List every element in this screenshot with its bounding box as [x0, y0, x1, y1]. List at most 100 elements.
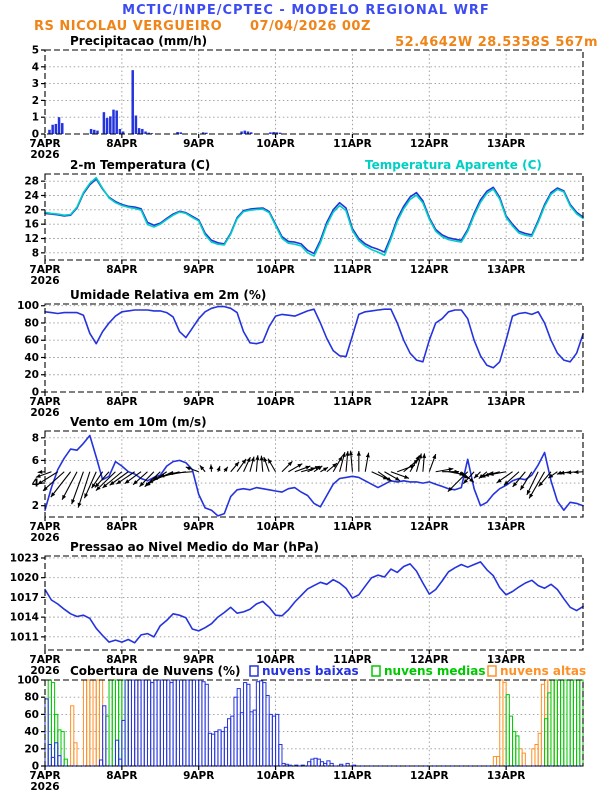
x-tick-label: 10APR: [256, 396, 295, 408]
x-year-label: 2026: [30, 407, 59, 419]
x-tick-label: 9APR: [183, 396, 214, 408]
precip-bar: [179, 132, 183, 134]
x-tick-label: 9APR: [183, 654, 214, 666]
x-tick-label: 11APR: [333, 138, 372, 150]
wind-vector-arrow: [139, 471, 155, 488]
legend-swatch-line_blue: [249, 665, 259, 677]
y-tick-label: 2: [32, 95, 39, 107]
wind-vector-arrow: [91, 471, 104, 489]
precip-bar: [102, 112, 106, 134]
wind-vector-arrow: [348, 450, 354, 472]
wind-vector-arrow: [519, 471, 533, 491]
wind-vector-arrow: [35, 471, 52, 478]
precip-bar: [269, 132, 272, 134]
wind-vector-arrow: [259, 455, 264, 472]
x-tick-label: 13APR: [487, 521, 526, 533]
legend-swatch-cloud_orange: [487, 665, 497, 677]
chart-title: MCTIC/INPE/CPTEC - MODELO REGIONAL WRF: [122, 3, 490, 18]
panel-frame: [44, 173, 584, 261]
wind-vector-arrow: [185, 466, 199, 473]
nuvens-medias-bar: [515, 735, 520, 767]
wind-vector-arrow: [573, 470, 584, 475]
x-tick-label: 8APR: [106, 654, 137, 666]
station-name: RS NICOLAU VERGUEIRO: [34, 19, 223, 34]
wind-vector-arrow: [236, 458, 247, 473]
panel-title-wind: Vento em 10m (m/s): [70, 415, 207, 429]
x-tick-label: 13APR: [487, 396, 526, 408]
panel-temp: 8 12 16 20 24 28 7APR 8APR 9APR 10APR 11APR 12APR 13…: [24, 158, 584, 287]
wind-vector-arrow: [526, 471, 539, 496]
wind-vector-arrow: [538, 471, 552, 487]
y-tick-label: 1017: [10, 592, 39, 604]
wind-vector-arrow: [209, 464, 214, 472]
x-tick-label: 9APR: [183, 770, 214, 782]
precip-bar: [48, 129, 51, 134]
panel-title-temp: 2-m Temperatura (C): [70, 158, 210, 172]
wind-vector-arrow: [263, 456, 270, 472]
wind-vector-arrow: [102, 471, 123, 489]
x-tick-label: 9APR: [183, 521, 214, 533]
wind-vector-arrow: [267, 458, 277, 473]
precip-bar: [249, 132, 253, 134]
y-tick-label: 16: [24, 219, 39, 231]
precip-bar: [57, 117, 61, 134]
panel-title-pressure: Pressao ao Nivel Medio do Mar (hPa): [70, 540, 319, 554]
y-tick-label: 100: [17, 675, 39, 687]
panel-clouds: 0 20 40 60 80 100 7APR 8APR 9APR 10APR 11APR 12APR 1…: [17, 664, 586, 792]
y-tick-label: 28: [24, 176, 39, 188]
y-tick-label: 1023: [10, 552, 39, 564]
nuvens-altas-bar: [73, 742, 78, 767]
wind-vector-arrow: [216, 465, 221, 472]
x-tick-label: 7APR: [29, 521, 60, 533]
precip-bar: [205, 132, 208, 134]
station-coordinates: 52.4642W 28.5358S 567m: [395, 35, 598, 50]
x-year-label: 2026: [30, 275, 59, 287]
x-tick-label: 7APR: [29, 264, 60, 276]
legend-label: nuvens medias: [384, 664, 486, 678]
wind-vector-arrow: [109, 471, 129, 486]
x-tick-label: 12APR: [410, 396, 449, 408]
precip-bar: [115, 110, 118, 134]
wind-vector-arrow: [83, 471, 97, 499]
y-tick-label: 3: [32, 78, 39, 90]
precip-bar: [112, 109, 115, 134]
nuvens-baixas-bar: [57, 755, 62, 767]
temp-aparente-line: [44, 176, 584, 257]
x-tick-label: 11APR: [333, 521, 372, 533]
nuvens-baixas-bar: [278, 744, 283, 767]
wind-vector-arrow: [339, 452, 346, 472]
x-tick-label: 8APR: [106, 521, 137, 533]
precip-bar: [137, 128, 141, 134]
wind-vector-arrow: [320, 466, 329, 473]
y-tick-label: 80: [24, 692, 39, 704]
x-tick-label: 11APR: [333, 396, 372, 408]
panel-frame: [44, 555, 584, 651]
wind-vector-arrow: [356, 451, 361, 472]
panel-frame: [44, 430, 584, 518]
precip-bar: [278, 132, 282, 134]
panel-precip: 0 1 2 3 4 5 7APR 8APR 9APR 10APR 11APR 12APR 13APR 20…: [29, 34, 584, 161]
nuvens-baixas-bar: [102, 705, 107, 767]
wind-vector-arrow: [37, 469, 46, 475]
panel-title-clouds: Cobertura de Nuvens (%): [70, 664, 240, 678]
panel-title-humidity: Umidade Relativa em 2m (%): [70, 288, 266, 302]
panel-wind: 2 4 6 8 7APR 8APR 9APR 10APR 11APR 12APR 13APR 2026…: [29, 415, 584, 544]
x-year-label: 2026: [30, 149, 59, 161]
panel-title2-temp: Temperatura Aparente (C): [365, 158, 542, 172]
x-tick-label: 7APR: [29, 654, 60, 666]
panel-frame: [44, 303, 584, 393]
wind-vector-arrow: [364, 452, 370, 472]
y-tick-label: 0: [32, 761, 39, 773]
precip-bar: [240, 131, 243, 134]
wind-vector-arrow: [294, 465, 311, 473]
panel-frame: [44, 679, 584, 767]
rh-2m-line: [44, 305, 584, 369]
precip-bar: [176, 131, 179, 134]
precip-bar: [131, 70, 134, 134]
wind-vector-arrow: [548, 471, 558, 479]
wind-vector-arrow: [528, 471, 546, 499]
wind-vector-arrow: [71, 471, 84, 505]
wind-vector-arrow: [132, 471, 148, 486]
y-tick-label: 8: [32, 247, 39, 259]
